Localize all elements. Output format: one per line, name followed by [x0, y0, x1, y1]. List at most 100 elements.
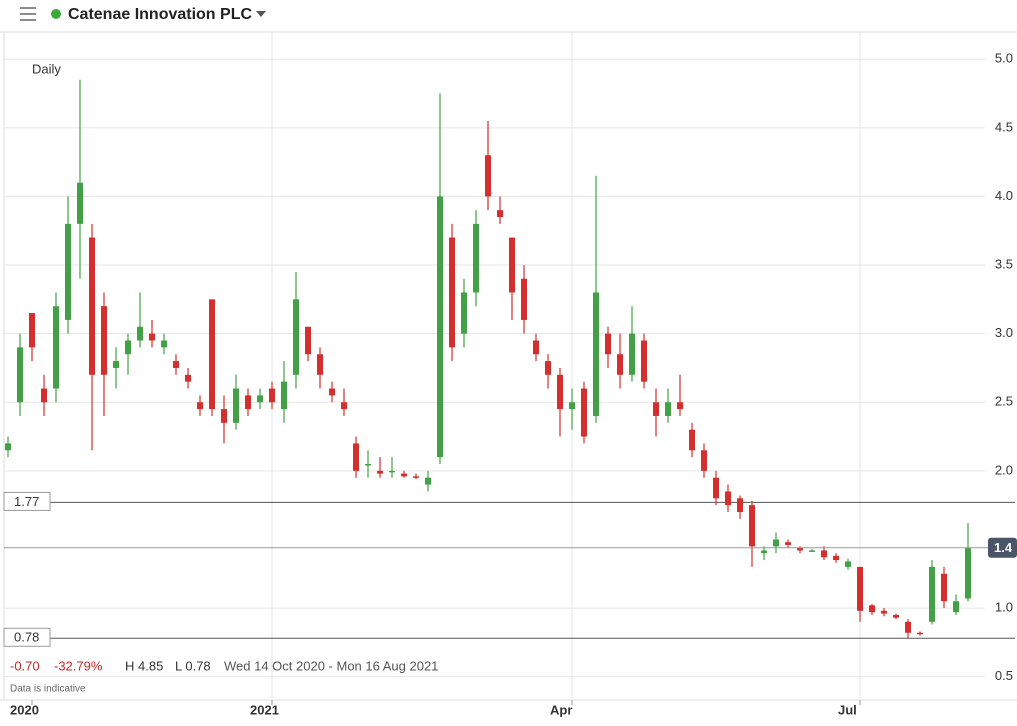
- x-tick-label: Apr: [550, 702, 572, 717]
- candle-body: [785, 542, 791, 545]
- y-tick-label: 0.5: [995, 668, 1013, 683]
- candle-body: [29, 313, 35, 348]
- candle-body: [845, 561, 851, 567]
- candle-body: [305, 326, 311, 355]
- candle-body: [5, 443, 11, 451]
- high: H 4.85: [125, 658, 163, 673]
- candle-body: [113, 361, 119, 368]
- candle-body: [173, 361, 179, 368]
- candle-body: [773, 539, 779, 547]
- candle-body: [17, 347, 23, 403]
- candle-body: [233, 388, 239, 423]
- candle-body: [833, 555, 839, 561]
- y-tick-label: 3.5: [995, 256, 1013, 271]
- candle-body: [41, 388, 47, 403]
- candle-body: [497, 210, 503, 218]
- candle-body: [245, 395, 251, 410]
- instrument-title[interactable]: Catenae Innovation PLC: [68, 6, 252, 23]
- candle-body: [293, 299, 299, 375]
- candle-body: [101, 306, 107, 375]
- period-label: Daily: [32, 61, 61, 76]
- candle-body: [413, 476, 419, 478]
- candle-body: [761, 550, 767, 554]
- change-pct: -32.79%: [54, 658, 103, 673]
- candle-body: [461, 292, 467, 334]
- candle-body: [917, 632, 923, 635]
- y-tick-label: 2.5: [995, 394, 1013, 409]
- candle-body: [905, 621, 911, 633]
- reference-label: 0.78: [14, 630, 39, 645]
- y-tick-label: 2.0: [995, 462, 1013, 477]
- candle-body: [929, 566, 935, 622]
- status-dot: [51, 9, 61, 19]
- menu-icon[interactable]: [20, 7, 36, 21]
- reference-label-box: [3, 491, 51, 511]
- candle-body: [953, 601, 959, 613]
- candle-body: [893, 614, 899, 618]
- candle-body: [329, 388, 335, 396]
- reference-label-box: [3, 627, 51, 647]
- candle-body: [881, 610, 887, 614]
- candle-body: [749, 505, 755, 547]
- x-tick-label: Jul: [838, 702, 857, 717]
- candle-body: [605, 333, 611, 355]
- candle-body: [677, 402, 683, 410]
- candle-body: [197, 402, 203, 410]
- candle-body: [473, 223, 479, 293]
- candle-body: [725, 491, 731, 506]
- candle-body: [581, 388, 587, 437]
- candle-body: [269, 388, 275, 403]
- candle-body: [149, 333, 155, 341]
- grid: [4, 32, 985, 700]
- candle-body: [545, 361, 551, 375]
- reference-label: 1.77: [14, 494, 39, 509]
- candle-body: [737, 498, 743, 513]
- candle-body: [377, 470, 383, 474]
- candle-body: [341, 402, 347, 410]
- y-tick-label: 5.0: [995, 51, 1013, 66]
- candle-body: [509, 237, 515, 293]
- candle-body: [401, 473, 407, 477]
- candle-body: [365, 463, 371, 466]
- candle-body: [317, 354, 323, 375]
- candle-body: [569, 402, 575, 410]
- candle-body: [125, 340, 131, 355]
- candle-body: [533, 340, 539, 355]
- candle-body: [593, 292, 599, 416]
- candle-body: [425, 477, 431, 485]
- candle-body: [713, 477, 719, 499]
- y-tick-label: 4.5: [995, 119, 1013, 134]
- y-tick-label: 4.0: [995, 188, 1013, 203]
- candle-body: [857, 566, 863, 611]
- candle-body: [665, 402, 671, 416]
- candle-body: [629, 333, 635, 375]
- candle-body: [281, 381, 287, 410]
- candle-body: [869, 605, 875, 613]
- candle-body: [77, 182, 83, 224]
- candle-body: [161, 340, 167, 348]
- candle-body: [89, 237, 95, 375]
- note: Data is indicative: [10, 684, 86, 695]
- date-range: Wed 14 Oct 2020 - Mon 16 Aug 2021: [224, 658, 438, 673]
- candle-body: [617, 354, 623, 375]
- candle-body: [485, 155, 491, 197]
- y-tick-label: 3.0: [995, 325, 1013, 340]
- price-tag: [988, 537, 1017, 558]
- candle-body: [221, 409, 227, 423]
- candle-body: [257, 395, 263, 403]
- candle-body: [209, 299, 215, 410]
- candle-body: [449, 237, 455, 348]
- candle-body: [437, 196, 443, 458]
- x-tick-label: 2020: [10, 702, 39, 717]
- change: -0.70: [10, 658, 40, 673]
- candle-body: [521, 278, 527, 320]
- candle-body: [941, 573, 947, 602]
- dropdown-caret[interactable]: [256, 11, 266, 17]
- x-tick-label: 2021: [250, 702, 279, 717]
- candle-body: [53, 306, 59, 389]
- candle-body: [185, 374, 191, 382]
- candle-body: [137, 326, 143, 341]
- candle-body: [965, 547, 971, 599]
